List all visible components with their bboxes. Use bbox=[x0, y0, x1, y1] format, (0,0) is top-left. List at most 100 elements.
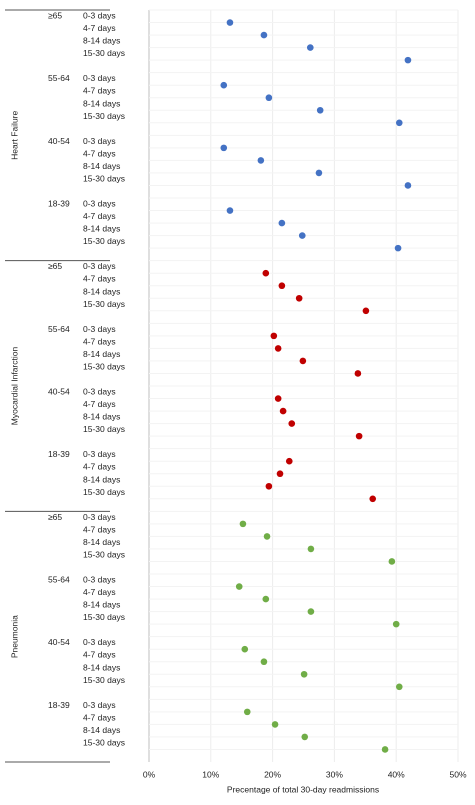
age-label: 55-64 bbox=[48, 324, 70, 334]
dot bbox=[274, 345, 282, 352]
age-label: 18-39 bbox=[48, 449, 70, 459]
dot bbox=[404, 182, 412, 189]
category-label: 15-30 days bbox=[83, 236, 125, 246]
category-label: 15-30 days bbox=[83, 737, 125, 747]
category-label: 0-3 days bbox=[83, 637, 116, 647]
age-label: 55-64 bbox=[48, 575, 70, 585]
dot bbox=[315, 169, 323, 177]
category-label: 8-14 days bbox=[83, 161, 120, 171]
dot bbox=[316, 106, 324, 114]
dot bbox=[226, 19, 234, 26]
dot bbox=[395, 683, 403, 691]
category-label: 4-7 days bbox=[83, 587, 116, 597]
category-label: 8-14 days bbox=[83, 98, 120, 108]
age-label: 40-54 bbox=[48, 637, 70, 647]
category-label: 15-30 days bbox=[83, 361, 125, 371]
category-label: 8-14 days bbox=[83, 412, 120, 422]
category-label: 8-14 days bbox=[83, 662, 120, 672]
category-label: 15-30 days bbox=[83, 299, 125, 309]
dot bbox=[307, 545, 315, 553]
age-label: 18-39 bbox=[48, 700, 70, 710]
dot bbox=[354, 370, 362, 377]
category-label: 4-7 days bbox=[83, 524, 116, 534]
dot bbox=[220, 81, 228, 89]
category-label: 15-30 days bbox=[83, 48, 125, 58]
category-label: 8-14 days bbox=[83, 286, 120, 296]
category-label: 8-14 days bbox=[83, 600, 120, 610]
dot bbox=[260, 31, 268, 39]
dot bbox=[301, 733, 309, 741]
category-label: 0-3 days bbox=[83, 11, 116, 21]
age-label: 40-54 bbox=[48, 387, 70, 397]
dot bbox=[392, 620, 400, 628]
dot bbox=[299, 357, 307, 365]
dot bbox=[276, 470, 284, 478]
dot bbox=[265, 94, 273, 102]
dot bbox=[369, 495, 377, 503]
x-tick-label: 20% bbox=[264, 769, 281, 779]
x-tick-label: 50% bbox=[449, 769, 466, 779]
category-label: 4-7 days bbox=[83, 462, 116, 472]
dot bbox=[271, 721, 279, 728]
dot bbox=[220, 144, 228, 152]
dot bbox=[239, 520, 247, 528]
dot bbox=[243, 708, 251, 716]
dot bbox=[262, 269, 270, 277]
x-tick-label: 10% bbox=[202, 769, 219, 779]
x-axis-title: Precentage of total 30-day readmissions bbox=[227, 784, 379, 794]
age-label: ≥65 bbox=[48, 261, 62, 271]
dot bbox=[404, 56, 412, 64]
dot bbox=[274, 395, 282, 402]
dot bbox=[300, 670, 308, 678]
age-label: ≥65 bbox=[48, 11, 62, 21]
dot bbox=[257, 157, 265, 164]
dot bbox=[298, 232, 306, 239]
x-tick-label: 0% bbox=[143, 769, 156, 779]
dot bbox=[355, 432, 363, 440]
category-label: 4-7 days bbox=[83, 23, 116, 33]
dot bbox=[288, 420, 296, 427]
condition-label: Pneumonia bbox=[9, 615, 19, 658]
dot bbox=[278, 219, 286, 227]
category-label: 8-14 days bbox=[83, 537, 120, 547]
age-label: 55-64 bbox=[48, 73, 70, 83]
dot bbox=[395, 119, 403, 127]
category-label: 4-7 days bbox=[83, 211, 116, 221]
category-label: 8-14 days bbox=[83, 474, 120, 484]
category-label: 15-30 days bbox=[83, 612, 125, 622]
category-label: 0-3 days bbox=[83, 73, 116, 83]
dot bbox=[263, 533, 271, 540]
condition-label: Heart Failure bbox=[9, 111, 19, 160]
x-tick-label: 40% bbox=[388, 769, 405, 779]
dot bbox=[279, 407, 287, 415]
category-label: 8-14 days bbox=[83, 224, 120, 234]
dot bbox=[285, 457, 293, 465]
age-label: 18-39 bbox=[48, 199, 70, 209]
category-label: 0-3 days bbox=[83, 199, 116, 209]
category-label: 4-7 days bbox=[83, 712, 116, 722]
category-label: 4-7 days bbox=[83, 336, 116, 346]
category-label: 0-3 days bbox=[83, 449, 116, 459]
dot bbox=[265, 482, 273, 490]
category-label: 4-7 days bbox=[83, 650, 116, 660]
category-label: 0-3 days bbox=[83, 700, 116, 710]
category-label: 4-7 days bbox=[83, 274, 116, 284]
category-label: 8-14 days bbox=[83, 36, 120, 46]
dot bbox=[270, 332, 278, 340]
dot bbox=[226, 207, 234, 214]
category-label: 15-30 days bbox=[83, 173, 125, 183]
dot bbox=[278, 282, 286, 290]
category-label: 0-3 days bbox=[83, 512, 116, 522]
category-label: 0-3 days bbox=[83, 575, 116, 585]
dot bbox=[235, 583, 243, 590]
dot bbox=[260, 658, 268, 666]
category-label: 15-30 days bbox=[83, 111, 125, 121]
category-label: 0-3 days bbox=[83, 387, 116, 397]
dot bbox=[295, 294, 303, 302]
dot bbox=[307, 608, 315, 615]
category-label: 15-30 days bbox=[83, 487, 125, 497]
dot bbox=[394, 244, 402, 252]
category-label: 0-3 days bbox=[83, 136, 116, 146]
category-label: 15-30 days bbox=[83, 675, 125, 685]
